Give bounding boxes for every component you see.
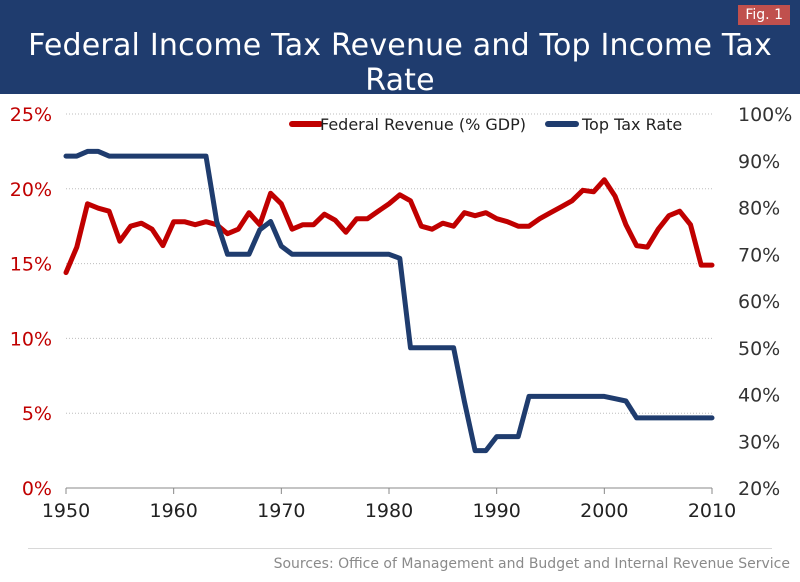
left-tick-label: 25% bbox=[10, 104, 52, 126]
chart-title: Federal Income Tax Revenue and Top Incom… bbox=[28, 28, 772, 98]
source-divider bbox=[28, 548, 772, 549]
right-tick-label: 60% bbox=[738, 291, 780, 313]
x-tick-label: 1950 bbox=[42, 500, 90, 522]
left-y-axis-ticks: 0% 5% 10% 15% 20% 25% bbox=[10, 104, 52, 500]
source-note: Sources: Office of Management and Budget… bbox=[273, 556, 790, 572]
x-tick-label: 1970 bbox=[257, 500, 305, 522]
x-axis-ticks: 1950 1960 1970 1980 1990 2000 2010 bbox=[42, 488, 736, 522]
legend-label-revenue: Federal Revenue (% GDP) bbox=[320, 115, 526, 134]
legend-label-tax-rate: Top Tax Rate bbox=[581, 115, 682, 134]
right-y-axis-ticks: 20% 30% 40% 50% 60% 70% 80% 90% 100% bbox=[738, 104, 792, 500]
right-tick-label: 100% bbox=[738, 104, 792, 126]
right-tick-label: 70% bbox=[738, 244, 780, 266]
right-tick-label: 50% bbox=[738, 338, 780, 360]
right-tick-label: 20% bbox=[738, 478, 780, 500]
left-tick-label: 20% bbox=[10, 179, 52, 201]
left-tick-label: 0% bbox=[22, 478, 52, 500]
right-tick-label: 90% bbox=[738, 151, 780, 173]
revenue-line bbox=[63, 177, 715, 276]
tax-rate-line bbox=[63, 148, 715, 454]
grid-lines bbox=[66, 113, 712, 414]
legend: Federal Revenue (% GDP) Top Tax Rate bbox=[289, 115, 682, 134]
left-tick-label: 15% bbox=[10, 254, 52, 276]
x-tick-label: 1980 bbox=[365, 500, 413, 522]
x-tick-label: 2010 bbox=[688, 500, 736, 522]
right-tick-label: 80% bbox=[738, 198, 780, 220]
series-lines bbox=[63, 148, 715, 454]
x-tick-label: 1990 bbox=[472, 500, 520, 522]
right-tick-label: 30% bbox=[738, 431, 780, 453]
header-banner: Federal Income Tax Revenue and Top Incom… bbox=[0, 0, 800, 98]
dual-axis-line-chart: 0% 5% 10% 15% 20% 25% 20% 30% 40% 50% 60% 70% 80% 90… bbox=[10, 104, 793, 522]
right-tick-label: 40% bbox=[738, 385, 780, 407]
x-tick-label: 2000 bbox=[580, 500, 628, 522]
left-tick-label: 5% bbox=[22, 403, 52, 425]
x-tick-label: 1960 bbox=[149, 500, 197, 522]
left-tick-label: 10% bbox=[10, 328, 52, 350]
figure-badge: Fig. 1 bbox=[738, 5, 790, 25]
